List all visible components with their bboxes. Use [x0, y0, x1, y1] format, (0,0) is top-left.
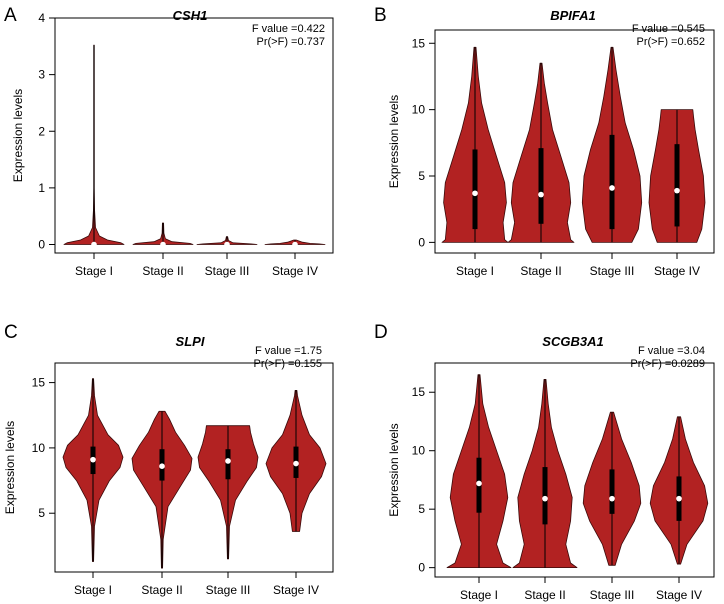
median-point — [609, 495, 615, 502]
chart-title: BPIFA1 — [550, 8, 596, 23]
median-point — [160, 241, 166, 248]
median-point — [90, 456, 96, 463]
plot-frame — [54, 362, 334, 573]
y-tick-label: 15 — [32, 376, 46, 390]
median-point — [224, 241, 230, 248]
x-tick-label: Stage II — [141, 583, 182, 597]
median-point — [159, 463, 165, 469]
panel-d: D SCGB3A1 0 5 10 15 Expression levels F value =… — [374, 322, 715, 602]
iqr-box — [609, 469, 615, 514]
stats-text: Pr(>F) =0.155 — [254, 358, 322, 370]
median-point — [674, 187, 680, 194]
y-tick-label: 1 — [38, 181, 45, 195]
y-tick-label: 0 — [418, 561, 425, 575]
iqr-box — [674, 144, 680, 227]
x-tick-label: Stage III — [590, 264, 635, 278]
median-point — [293, 460, 299, 467]
x-tick-label: Stage I — [460, 588, 498, 602]
x-tick-label: Stage I — [456, 264, 494, 278]
y-tick-label: 15 — [412, 36, 426, 50]
stats-text: Pr(>F) =0.0289 — [630, 358, 705, 370]
chart-title: CSH1 — [173, 8, 208, 23]
y-tick-label: 10 — [412, 103, 426, 117]
median-point — [476, 480, 482, 487]
median-point — [542, 495, 548, 502]
y-tick-label: 15 — [412, 385, 426, 399]
median-point — [676, 495, 682, 502]
median-point — [538, 191, 544, 198]
y-tick-label: 0 — [418, 235, 425, 249]
iqr-box — [225, 449, 231, 480]
x-tick-label: Stage I — [74, 583, 112, 597]
x-tick-label: Stage IV — [272, 264, 318, 278]
y-tick-label: 5 — [418, 169, 425, 183]
y-tick-label: 3 — [38, 68, 45, 82]
plot-frame — [434, 29, 715, 254]
y-tick-label: 4 — [38, 11, 45, 25]
panel-a: A CSH1 0 1 2 3 4 Expression levels F value =0.42… — [4, 5, 334, 278]
panel-label: B — [374, 5, 387, 26]
x-tick-label: Stage III — [590, 588, 635, 602]
stats-text: F value =0.422 — [252, 23, 325, 35]
median-point — [292, 241, 298, 248]
x-tick-label: Stage III — [205, 264, 250, 278]
panel-label: D — [374, 322, 388, 343]
median-point — [472, 190, 478, 197]
y-axis-label: Expression levels — [11, 89, 25, 182]
stats-text: F value =0.545 — [632, 23, 705, 35]
y-axis-label: Expression levels — [387, 423, 401, 516]
chart-title: SCGB3A1 — [542, 334, 603, 349]
y-tick-label: 10 — [412, 444, 426, 458]
iqr-box — [472, 149, 478, 230]
stats-text: Pr(>F) =0.652 — [637, 36, 705, 48]
panel-label: A — [4, 5, 17, 26]
stats-text: F value =3.04 — [638, 345, 705, 357]
panel-label: C — [4, 322, 18, 343]
plot-frame — [434, 362, 715, 578]
x-tick-label: Stage IV — [654, 264, 700, 278]
panel-c: C SLPI 5 10 15 Expression levels F value =1.75… — [3, 322, 334, 597]
iqr-box — [538, 148, 544, 224]
x-tick-label: Stage I — [75, 264, 113, 278]
plot-frame — [54, 17, 334, 254]
y-tick-label: 5 — [38, 506, 45, 520]
chart-title: SLPI — [176, 334, 205, 349]
iqr-box — [609, 134, 615, 230]
median-point — [91, 241, 97, 248]
y-tick-label: 0 — [38, 238, 45, 252]
median-point — [609, 185, 615, 191]
x-tick-label: Stage III — [206, 583, 251, 597]
panel-b: B BPIFA1 0 5 10 15 Expression levels F value =0… — [374, 5, 715, 278]
y-tick-label: 2 — [38, 124, 45, 138]
x-tick-label: Stage II — [524, 588, 565, 602]
stats-text: F value =1.75 — [255, 345, 322, 357]
x-tick-label: Stage II — [142, 264, 183, 278]
median-point — [225, 458, 231, 464]
x-tick-label: Stage II — [520, 264, 561, 278]
stats-text: Pr(>F) =0.737 — [257, 36, 325, 48]
y-axis-label: Expression levels — [387, 95, 401, 188]
y-tick-label: 10 — [32, 441, 46, 455]
x-tick-label: Stage IV — [273, 583, 319, 597]
y-tick-label: 5 — [418, 502, 425, 516]
y-axis-label: Expression levels — [3, 421, 17, 514]
x-tick-label: Stage IV — [656, 588, 702, 602]
iqr-box — [542, 467, 548, 525]
